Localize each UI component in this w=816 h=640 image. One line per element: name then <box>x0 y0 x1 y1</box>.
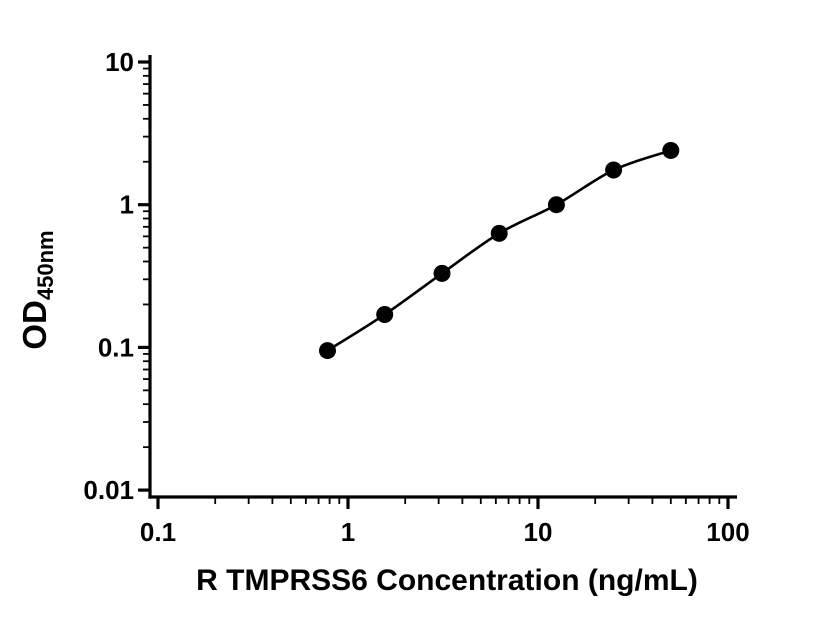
x-tick-label: 1 <box>341 517 355 547</box>
y-axis-tick-labels: 10 1 0.1 0.01 <box>83 47 134 505</box>
x-axis-major-ticks <box>156 497 730 509</box>
data-point <box>605 161 623 179</box>
data-point <box>376 306 394 324</box>
axis-lines <box>148 55 737 499</box>
y-tick-label: 0.01 <box>83 475 134 505</box>
data-points <box>318 141 680 360</box>
x-tick-label: 0.1 <box>140 517 176 547</box>
x-tick-label: 100 <box>706 517 749 547</box>
x-axis-tick-labels: 0.1 1 10 100 <box>140 517 750 547</box>
y-tick-label: 0.1 <box>98 332 134 362</box>
data-point <box>547 196 565 214</box>
y-axis-major-ticks <box>138 60 150 492</box>
data-point <box>662 141 680 159</box>
data-point <box>318 342 336 360</box>
data-point <box>433 264 451 282</box>
y-tick-label: 1 <box>120 190 134 220</box>
data-point <box>490 224 508 242</box>
y-tick-label: 10 <box>105 47 134 77</box>
y-axis-title: OD450nm <box>16 230 58 349</box>
x-axis-title: R TMPRSS6 Concentration (ng/mL) <box>196 564 698 597</box>
x-tick-label: 10 <box>524 517 553 547</box>
